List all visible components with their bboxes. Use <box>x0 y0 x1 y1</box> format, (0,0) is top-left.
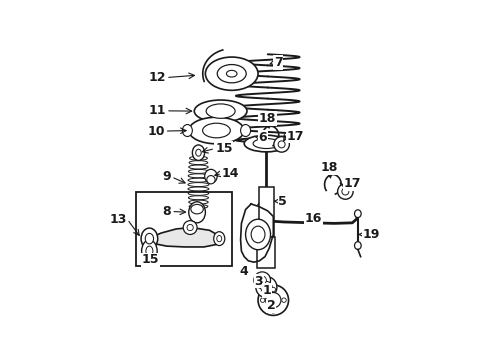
Ellipse shape <box>253 139 280 149</box>
Ellipse shape <box>142 240 157 262</box>
Ellipse shape <box>189 117 244 144</box>
Ellipse shape <box>182 125 193 136</box>
Text: 16: 16 <box>305 212 322 225</box>
Ellipse shape <box>261 282 272 293</box>
Ellipse shape <box>244 135 289 152</box>
Ellipse shape <box>141 228 158 249</box>
Ellipse shape <box>278 141 285 148</box>
Ellipse shape <box>355 242 361 249</box>
Ellipse shape <box>188 170 209 174</box>
Ellipse shape <box>188 187 209 191</box>
Ellipse shape <box>271 287 275 292</box>
Ellipse shape <box>258 276 267 284</box>
Ellipse shape <box>196 149 201 156</box>
Text: 15: 15 <box>142 253 160 266</box>
Text: 18: 18 <box>259 112 276 125</box>
Ellipse shape <box>189 200 208 204</box>
Ellipse shape <box>183 221 197 234</box>
Text: 19: 19 <box>363 228 380 241</box>
Text: 14: 14 <box>222 167 240 180</box>
Ellipse shape <box>266 293 281 308</box>
Ellipse shape <box>195 100 247 122</box>
Ellipse shape <box>258 285 289 315</box>
Ellipse shape <box>205 169 217 183</box>
Ellipse shape <box>145 233 153 244</box>
Ellipse shape <box>188 178 209 182</box>
Text: 10: 10 <box>147 125 165 138</box>
Ellipse shape <box>256 276 277 298</box>
Bar <box>136 192 232 266</box>
Text: 9: 9 <box>163 170 172 183</box>
Polygon shape <box>241 204 273 262</box>
Ellipse shape <box>187 224 193 231</box>
Text: 11: 11 <box>148 104 166 117</box>
Text: 13: 13 <box>110 213 127 226</box>
Ellipse shape <box>217 64 246 83</box>
Ellipse shape <box>188 183 209 186</box>
Text: 7: 7 <box>274 56 283 69</box>
Ellipse shape <box>260 298 265 302</box>
Ellipse shape <box>203 123 230 138</box>
Text: 1: 1 <box>263 284 271 297</box>
Bar <box>257 237 275 268</box>
Ellipse shape <box>245 219 270 250</box>
Text: 12: 12 <box>148 71 166 84</box>
Polygon shape <box>148 228 219 247</box>
Ellipse shape <box>214 232 225 246</box>
Bar <box>259 187 274 237</box>
Ellipse shape <box>241 125 250 136</box>
Text: 3: 3 <box>254 275 263 288</box>
Ellipse shape <box>146 246 153 256</box>
Ellipse shape <box>274 136 290 152</box>
Text: 8: 8 <box>163 205 172 218</box>
Ellipse shape <box>189 165 208 169</box>
Ellipse shape <box>191 204 203 214</box>
Text: 6: 6 <box>259 131 267 144</box>
Ellipse shape <box>355 210 361 217</box>
Ellipse shape <box>226 70 237 77</box>
Ellipse shape <box>188 192 209 195</box>
Text: 4: 4 <box>239 265 248 278</box>
Text: 18: 18 <box>320 161 338 174</box>
Ellipse shape <box>189 202 205 223</box>
Ellipse shape <box>342 188 349 195</box>
Ellipse shape <box>188 196 209 200</box>
Ellipse shape <box>189 161 208 165</box>
Ellipse shape <box>271 309 275 313</box>
Ellipse shape <box>188 174 209 178</box>
Ellipse shape <box>338 184 353 199</box>
Ellipse shape <box>207 176 215 184</box>
Ellipse shape <box>251 226 265 243</box>
Text: 15: 15 <box>215 142 233 155</box>
Ellipse shape <box>190 156 207 160</box>
Ellipse shape <box>217 235 222 242</box>
Ellipse shape <box>282 298 286 302</box>
Text: 5: 5 <box>278 195 287 208</box>
Ellipse shape <box>205 57 258 90</box>
Text: 17: 17 <box>287 130 304 143</box>
Text: 2: 2 <box>267 300 275 312</box>
Ellipse shape <box>206 104 235 118</box>
Text: 17: 17 <box>343 177 361 190</box>
Ellipse shape <box>189 204 208 208</box>
Ellipse shape <box>254 272 270 288</box>
Ellipse shape <box>193 145 204 161</box>
